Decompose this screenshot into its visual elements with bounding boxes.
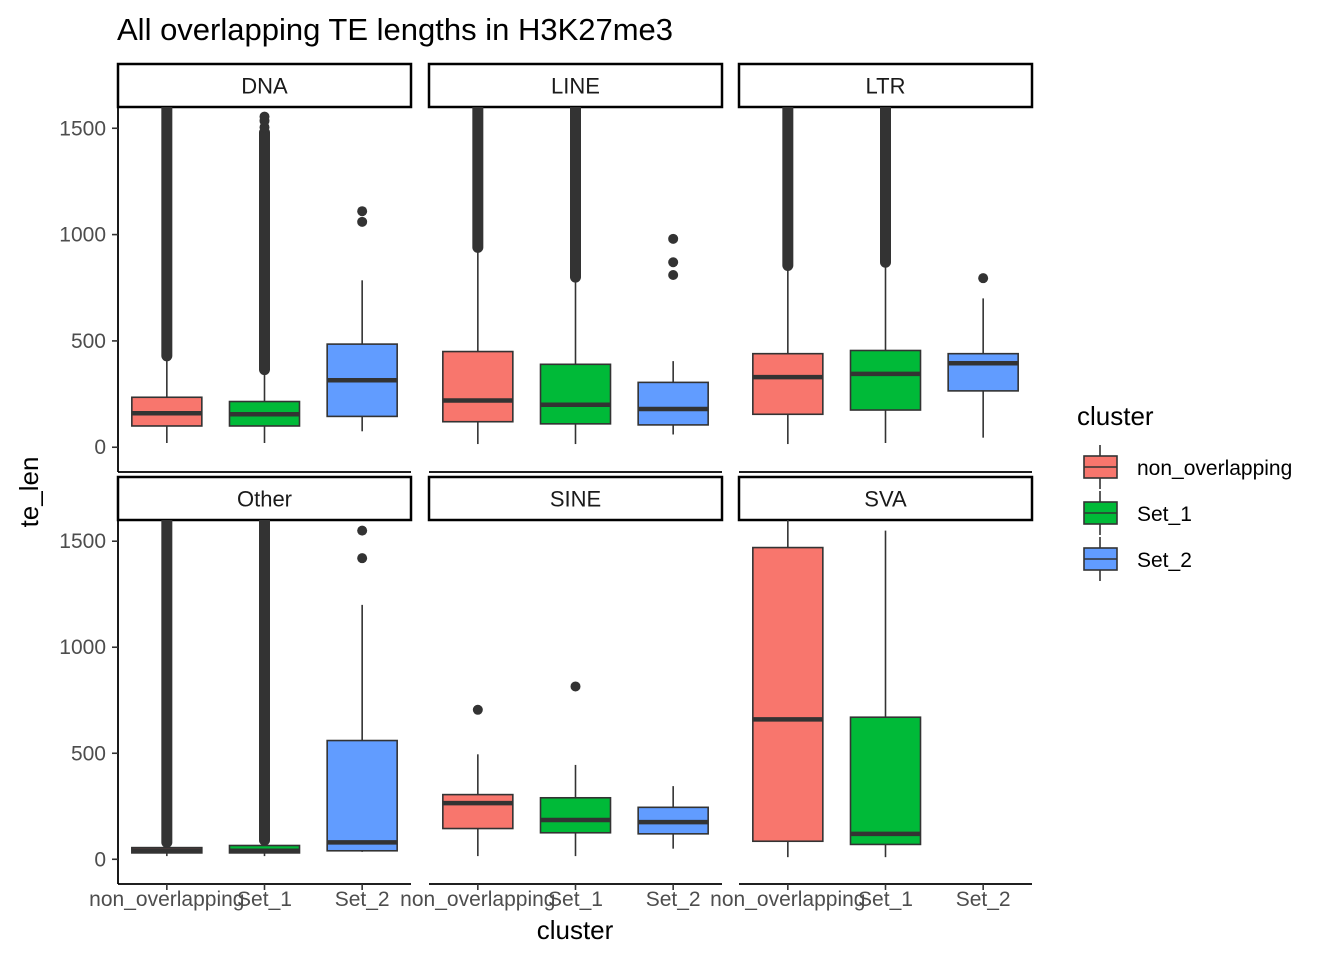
facet-strip-label: LINE [551,74,600,99]
facet-data [442,107,709,445]
facet-strip [427,475,724,522]
facet-strip-label: SINE [550,487,601,512]
box-iqr [849,716,922,846]
legend-item-set_2: Set_2 [1083,537,1192,581]
outlier-point [668,257,679,268]
box-set_2 [637,786,709,849]
facet-strip-label: DNA [241,74,288,99]
box-iqr [326,739,398,852]
outlier-point [978,273,989,284]
facet-data [442,681,709,857]
legend-title: cluster [1077,401,1154,431]
x-tick-label: Set_1 [548,888,603,911]
y-tick-label: 0 [94,436,106,459]
legend-item-non_overlapping: non_overlapping [1083,445,1292,489]
outlier-point [259,111,270,122]
x-axis-title: cluster [537,915,614,945]
box-iqr [849,349,922,411]
y-tick-label: 1000 [59,224,106,247]
box-set_1 [849,530,922,858]
facet-strip-label: LTR [866,74,906,99]
facet-strip-label: Other [237,487,292,512]
box-non_overlapping [131,520,203,857]
facet-panel-ltr: LTR [737,62,1034,473]
box-non_overlapping [752,107,824,445]
legend-label: Set_2 [1137,549,1192,572]
facet-panels: DNA 0 500 1000 1500 LINE LTR Other non_overlappi… [59,62,1034,911]
facet-data [131,107,398,443]
y-tick-label: 0 [94,848,106,871]
facet-data [752,520,922,858]
box-set_1 [539,107,612,445]
outlier-point [357,525,368,536]
facet-data [752,107,1019,445]
y-tick-label: 500 [71,742,106,765]
facet-strip-label: SVA [864,487,907,512]
x-tick-label: non_overlapping [710,888,865,911]
box-set_2 [947,273,1019,438]
outlier-point [357,206,368,217]
box-set_2 [637,233,709,435]
x-tick-label: Set_2 [956,888,1011,911]
legend-item-set_1: Set_1 [1083,491,1192,535]
outlier-point [668,233,679,244]
facet-panel-dna: DNA 0 500 1000 1500 [59,62,413,473]
legend: cluster non_overlapping Set_1 Set_2 [1077,401,1292,581]
y-axis-title: te_len [14,457,44,528]
y-tick-label: 1500 [59,117,106,140]
x-tick-label: non_overlapping [89,888,244,911]
box-iqr [947,352,1019,392]
box-set_2 [326,206,398,432]
facet-panel-line: LINE [427,62,724,473]
outlier-point [357,553,368,564]
box-iqr [442,350,514,423]
box-iqr [637,381,709,426]
box-non_overlapping [442,107,514,445]
facet-strip [737,475,1034,522]
box-set_1 [849,107,922,443]
outlier-point [668,269,679,280]
x-tick-label: Set_1 [237,888,292,911]
x-tick-label: Set_2 [646,888,701,911]
facet-data [131,520,398,857]
x-tick-label: Set_2 [335,888,390,911]
outlier-point [357,216,368,227]
box-iqr [752,546,824,843]
box-iqr [539,796,612,834]
box-iqr [752,352,824,416]
box-iqr [539,363,612,425]
x-tick-label: Set_1 [858,888,913,911]
box-set_1 [228,520,301,857]
y-tick-label: 1500 [59,530,106,553]
box-set_1 [539,681,612,857]
y-tick-label: 1000 [59,636,106,659]
box-non_overlapping [442,704,514,857]
facet-strip [116,62,413,109]
box-set_2 [326,525,398,852]
x-tick-label: non_overlapping [400,888,555,911]
legend-label: non_overlapping [1137,457,1292,480]
legend-label: Set_1 [1137,503,1192,526]
box-set_1 [228,111,301,443]
facet-strip [737,62,1034,109]
box-iqr [442,793,514,830]
outlier-point [472,704,483,715]
outlier-point [570,681,581,692]
box-non_overlapping [131,107,203,443]
box-non_overlapping [752,520,824,858]
chart-title: All overlapping TE lengths in H3K27me3 [117,12,673,47]
y-tick-label: 500 [71,330,106,353]
facet-strip [427,62,724,109]
